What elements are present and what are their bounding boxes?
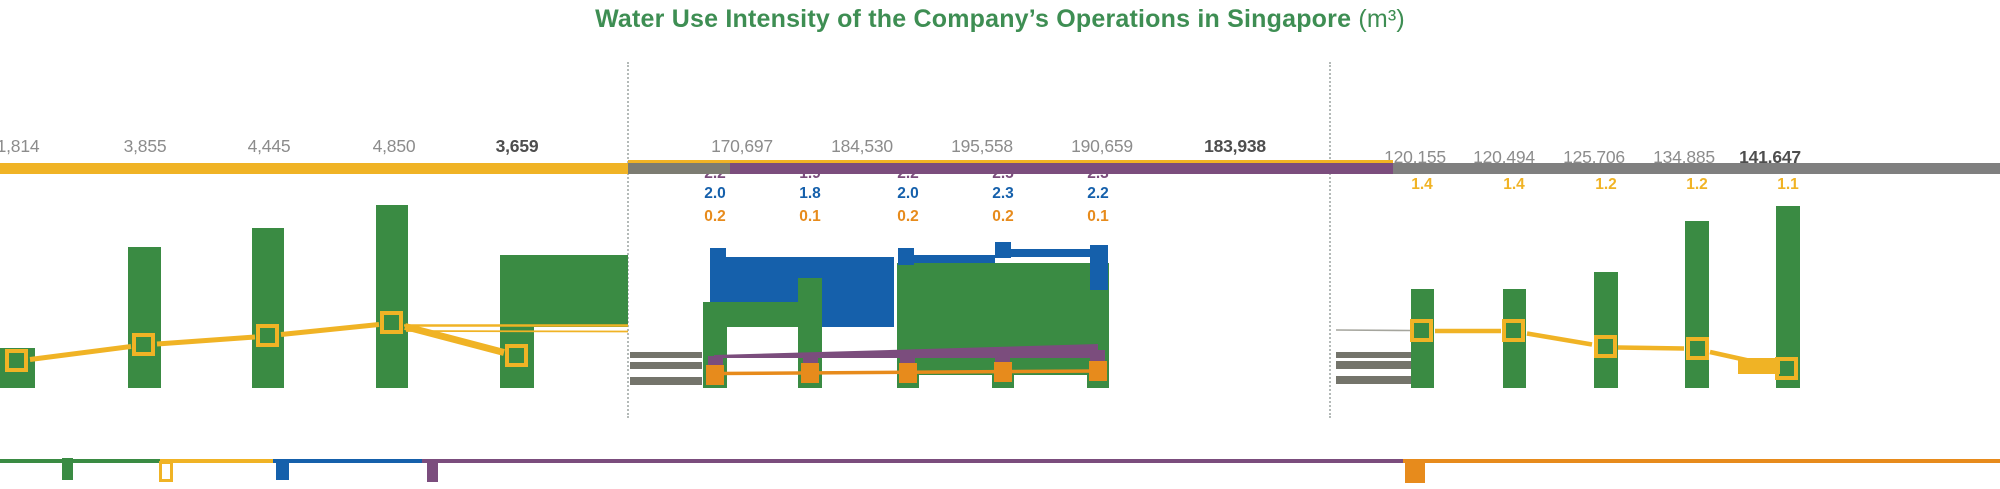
- bar-green: [1685, 221, 1709, 388]
- blue-stub: [1090, 245, 1108, 290]
- legend-swatch-purple: [427, 461, 438, 482]
- value-label: 134,885: [1653, 147, 1715, 167]
- gray-stripe: [630, 377, 702, 385]
- value-label: 4,850: [372, 136, 416, 156]
- bar-green: [376, 205, 408, 388]
- gray-stub-band: [628, 163, 730, 174]
- yellow-line-segment: [29, 344, 132, 362]
- orange-marker-square: [706, 365, 724, 385]
- line-marker-square: [1502, 319, 1525, 342]
- yellow-intensity-value: 1.4: [1503, 176, 1525, 193]
- legend-swatch-yellow-outline: [159, 461, 173, 482]
- value-label: 125,706: [1563, 147, 1625, 167]
- value-label: 1,814: [0, 136, 40, 156]
- blue-line-segment: [1011, 249, 1090, 257]
- yellow-intensity-value: 1.2: [1686, 176, 1708, 193]
- orange-intensity-value: 0.2: [704, 208, 726, 225]
- value-label: 4,445: [247, 136, 291, 156]
- value-label: 120,494: [1473, 147, 1535, 167]
- value-label: 183,938: [1204, 136, 1266, 156]
- line-marker-square: [1594, 335, 1617, 358]
- orange-intensity-value: 0.1: [799, 208, 821, 225]
- line-marker-square: [256, 324, 279, 347]
- orange-marker-square: [899, 363, 917, 383]
- blue-stub: [898, 248, 914, 265]
- bar-green-wide-flag: [500, 255, 628, 327]
- purple-band: [730, 163, 1393, 174]
- legend-line-orange: [1403, 459, 2000, 463]
- value-label: 3,855: [123, 136, 167, 156]
- blue-intensity-value: 1.8: [799, 185, 821, 202]
- legend-swatch-green: [62, 458, 73, 480]
- line-marker-square: [132, 333, 155, 356]
- line-marker-square: [1775, 357, 1798, 380]
- yellow-line-segment: [280, 322, 380, 337]
- chart-title: Water Use Intensity of the Company’s Ope…: [0, 5, 2000, 34]
- legend-swatch-blue: [276, 461, 289, 480]
- blue-intensity-value: 2.3: [992, 185, 1014, 202]
- orange-marker-square: [1089, 361, 1107, 381]
- line-marker-square: [1410, 319, 1433, 342]
- value-label: 3,659: [495, 136, 539, 156]
- blue-intensity-value: 2.0: [704, 185, 726, 202]
- yellow-intensity-value: 1.2: [1595, 176, 1617, 193]
- legend-line-purple: [422, 459, 1403, 463]
- yellow-line-segment: [1526, 331, 1593, 347]
- yellow-line-segment: [156, 334, 256, 347]
- blue-stub: [710, 248, 726, 257]
- legend-line-blue: [273, 459, 422, 463]
- bar-green: [128, 247, 161, 388]
- orange-intensity-value: 0.2: [897, 208, 919, 225]
- gray-stripe: [630, 352, 702, 358]
- bar-green: [252, 228, 284, 388]
- line-marker-square: [505, 344, 528, 367]
- chart-title-text: Water Use Intensity of the Company’s Ope…: [595, 5, 1359, 33]
- gray-stripe: [1336, 352, 1411, 358]
- line-marker-square: [5, 349, 28, 372]
- legend-line-green: [0, 459, 160, 463]
- value-label: 120,155: [1384, 147, 1446, 167]
- blue-stub: [995, 242, 1011, 258]
- line-marker-square: [380, 311, 403, 334]
- orange-intensity-value: 0.2: [992, 208, 1014, 225]
- blue-intensity-value: 2.0: [897, 185, 919, 202]
- gray-thin-line: [1335, 329, 1411, 332]
- value-label: 170,697: [711, 136, 773, 156]
- yellow-thin-line: [405, 330, 629, 333]
- gray-stripe: [1336, 376, 1411, 384]
- orange-marker-square: [994, 362, 1012, 382]
- value-label: 190,659: [1071, 136, 1133, 156]
- yellow-overline: [628, 160, 1393, 163]
- gray-band: [1393, 163, 2000, 174]
- blue-line-segment: [914, 255, 995, 263]
- yellow-intensity-value: 1.1: [1777, 176, 1799, 193]
- legend-swatch-orange: [1405, 462, 1425, 483]
- value-label: 141,647: [1739, 147, 1801, 167]
- value-label: 184,530: [831, 136, 893, 156]
- gray-stripe: [1336, 361, 1411, 369]
- chart-title-unit: (m³): [1358, 5, 1405, 33]
- line-marker-square: [1686, 337, 1709, 360]
- gray-stripe: [630, 362, 702, 369]
- orange-intensity-value: 0.1: [1087, 208, 1109, 225]
- yellow-line-segment: [1617, 345, 1685, 351]
- value-label: 195,558: [951, 136, 1013, 156]
- yellow-band: [0, 163, 628, 174]
- orange-marker-square: [801, 363, 819, 383]
- legend-line-yellow: [160, 459, 273, 463]
- blue-intensity-value: 2.2: [1087, 185, 1109, 202]
- yellow-intensity-value: 1.4: [1411, 176, 1433, 193]
- panel-divider-right: [1329, 62, 1331, 418]
- panel-divider-left: [627, 62, 629, 418]
- yellow-glitch-block: [1738, 358, 1780, 374]
- bar-green: [1594, 272, 1618, 388]
